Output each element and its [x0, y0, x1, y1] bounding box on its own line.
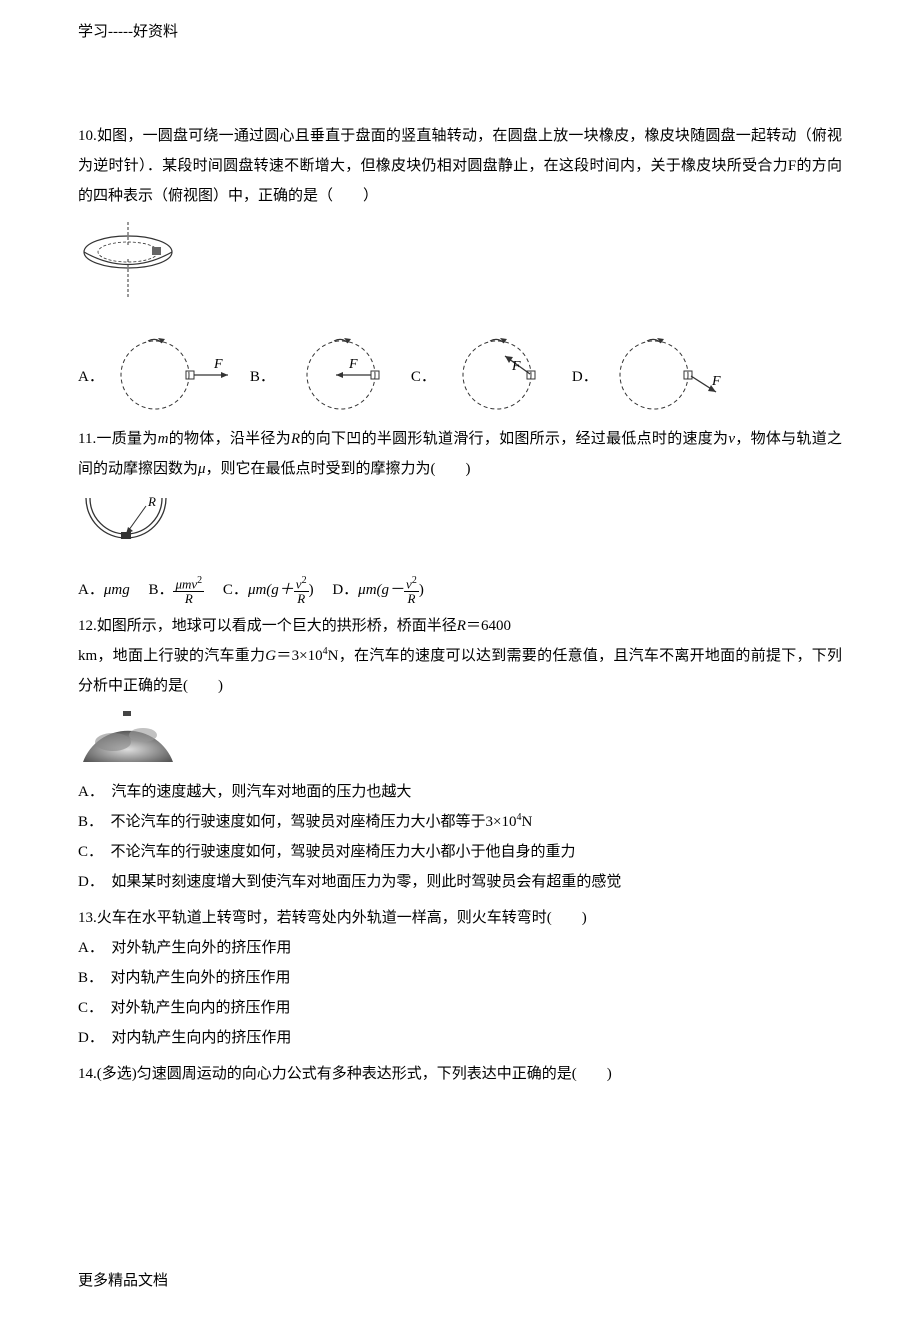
- text-fragment: ＝6400: [466, 618, 511, 634]
- q13-optD: D． 对内轨产生向内的挤压作用: [78, 1023, 842, 1053]
- text-fragment: km，地面上行驶的汽车重力: [78, 648, 265, 664]
- text-fragment: 的物体，沿半径为: [168, 431, 291, 447]
- bowl-icon: R: [78, 490, 173, 552]
- text-fragment: 12.如图所示，地球可以看成一个巨大的拱形桥，桥面半径: [78, 618, 457, 634]
- option-label: A．: [78, 582, 104, 598]
- q11-optC-post: ): [309, 582, 314, 598]
- q11-optC-pre: μm(g＋: [248, 582, 294, 598]
- option-label: C．: [411, 365, 436, 386]
- option-label: A．: [78, 365, 104, 386]
- force-label: F: [711, 374, 721, 389]
- q14-text: 14.(多选)匀速圆周运动的向心力公式有多种表达形式，下列表达中正确的是( ): [78, 1059, 842, 1089]
- option-label: D．: [572, 365, 598, 386]
- text-fragment: 的向下凹的半圆形轨道滑行，如图所示，经过最低点时的速度为: [300, 431, 728, 447]
- q12-line1: 12.如图所示，地球可以看成一个巨大的拱形桥，桥面半径R＝6400: [78, 611, 842, 641]
- text-fragment: 11.一质量为: [78, 431, 158, 447]
- option-label: B．: [250, 365, 275, 386]
- option-label: D．: [317, 582, 358, 598]
- option-label: C．: [208, 582, 248, 598]
- option-label: B．: [133, 582, 173, 598]
- force-label: F: [511, 359, 521, 374]
- var-g: G: [265, 648, 276, 664]
- page-header: 学习-----好资料: [78, 20, 842, 41]
- q10-fig-b: F: [281, 332, 401, 418]
- q11-optB: μmv2R: [173, 576, 204, 604]
- q13-text: 13.火车在水平轨道上转弯时，若转弯处内外轨道一样高，则火车转弯时( ): [78, 903, 842, 933]
- disk-icon: [78, 217, 188, 307]
- q10-fig-c: F: [442, 332, 562, 418]
- force-label: F: [348, 357, 358, 372]
- q10-option-a: A． F: [78, 332, 240, 418]
- question-11: 11.一质量为m的物体，沿半径为R的向下凹的半圆形轨道滑行，如图所示，经过最低点…: [78, 424, 842, 605]
- q10-text: 10.如图，一圆盘可绕一通过圆心且垂直于盘面的竖直轴转动，在圆盘上放一块橡皮，橡…: [78, 121, 842, 211]
- question-10: 10.如图，一圆盘可绕一通过圆心且垂直于盘面的竖直轴转动，在圆盘上放一块橡皮，橡…: [78, 121, 842, 418]
- q10-fig-a: F: [110, 332, 240, 418]
- q13-optB: B． 对内轨产生向外的挤压作用: [78, 963, 842, 993]
- q10-option-c: C． F: [411, 332, 562, 418]
- q11-optD-frac: v2R: [404, 576, 419, 604]
- q11-optA: μmg: [104, 582, 130, 598]
- q12-optD: D． 如果某时刻速度增大到使汽车对地面压力为零，则此时驾驶员会有超重的感觉: [78, 867, 842, 897]
- q11-optD-post: ): [419, 582, 424, 598]
- text-fragment: ＝3×10: [276, 648, 322, 664]
- var-m: m: [158, 431, 169, 447]
- q11-text: 11.一质量为m的物体，沿半径为R的向下凹的半圆形轨道滑行，如图所示，经过最低点…: [78, 424, 842, 484]
- question-12: 12.如图所示，地球可以看成一个巨大的拱形桥，桥面半径R＝6400 km，地面上…: [78, 611, 842, 897]
- q11-options: A．μmg B．μmv2R C．μm(g＋v2R) D．μm(g－v2R): [78, 575, 842, 605]
- var-mu: μ: [198, 461, 206, 477]
- var-r: R: [291, 431, 300, 447]
- q11-optD-pre: μm(g－: [358, 582, 404, 598]
- q11-optC-frac: v2R: [294, 576, 309, 604]
- question-14: 14.(多选)匀速圆周运动的向心力公式有多种表达形式，下列表达中正确的是( ): [78, 1059, 842, 1089]
- q10-options-row: A． F B．: [78, 332, 842, 418]
- text-fragment: B． 不论汽车的行驶速度如何，驾驶员对座椅压力大小都等于3×10: [78, 814, 516, 830]
- q12-figure: [78, 707, 842, 767]
- q12-optA: A． 汽车的速度越大，则汽车对地面的压力也越大: [78, 777, 842, 807]
- text-fragment: N: [521, 814, 532, 830]
- earth-icon: [78, 707, 178, 762]
- force-label: F: [213, 357, 223, 372]
- var-r: R: [457, 618, 466, 634]
- question-13: 13.火车在水平轨道上转弯时，若转弯处内外轨道一样高，则火车转弯时( ) A． …: [78, 903, 842, 1053]
- q11-figure: R: [78, 490, 842, 557]
- q13-optA: A． 对外轨产生向外的挤压作用: [78, 933, 842, 963]
- q13-optC: C． 对外轨产生向内的挤压作用: [78, 993, 842, 1023]
- q10-disk-figure: [78, 217, 842, 312]
- text-fragment: ，则它在最低点时受到的摩擦力为( ): [206, 461, 471, 477]
- page-footer: 更多精品文档: [78, 1269, 842, 1290]
- q12-line2: km，地面上行驶的汽车重力G＝3×104N，在汽车的速度可以达到需要的任意值，且…: [78, 641, 842, 701]
- q12-optC: C． 不论汽车的行驶速度如何，驾驶员对座椅压力大小都小于他自身的重力: [78, 837, 842, 867]
- q12-optB: B． 不论汽车的行驶速度如何，驾驶员对座椅压力大小都等于3×104N: [78, 807, 842, 837]
- q10-option-b: B． F: [250, 332, 401, 418]
- r-label: R: [147, 494, 156, 509]
- q10-fig-d: F: [604, 332, 734, 418]
- q10-option-d: D． F: [572, 332, 734, 418]
- var-v: v: [728, 431, 735, 447]
